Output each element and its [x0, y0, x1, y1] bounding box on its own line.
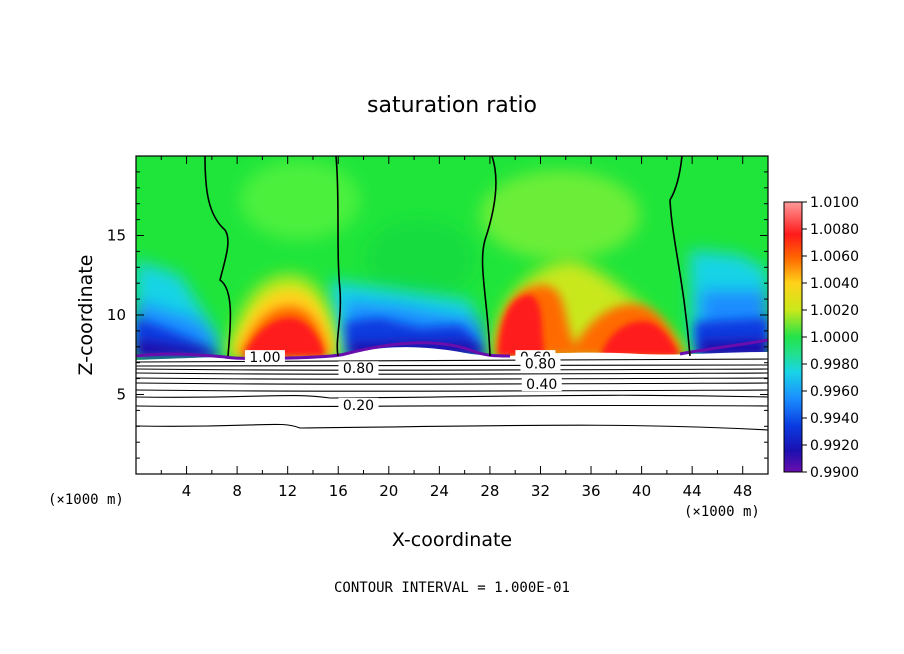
colorbar-label: 1.0060	[810, 249, 859, 265]
x-tick-label: 16	[329, 482, 348, 500]
x-tick-label: 4	[182, 482, 192, 500]
x-tick-label: 44	[683, 482, 702, 500]
colorbar-ticks: 1.0100 1.0080 1.0060 1.0040 1.0020 1.0000 0.99…	[802, 195, 859, 481]
x-tick-label: 20	[379, 482, 398, 500]
supersaturated-plume-2	[492, 260, 690, 356]
contour-label-bg	[520, 356, 561, 371]
x-tick-label: 48	[733, 482, 752, 500]
colorbar-label: 0.9920	[810, 438, 859, 454]
x-unit-label-right: (×1000 m)	[684, 504, 760, 520]
upper-field-shading	[240, 160, 640, 300]
contour-label: 0.20	[343, 398, 374, 414]
contour-label: 0.80	[343, 361, 374, 377]
contour-interval-note: CONTOUR INTERVAL = 1.000E-01	[334, 580, 570, 596]
colorbar-ramp	[783, 201, 803, 473]
contour-label: 0.40	[526, 377, 557, 393]
supersaturated-plume-1	[225, 275, 340, 356]
cloud-base-fringe	[136, 338, 768, 360]
x-unit-label-left: (×1000 m)	[48, 492, 124, 508]
colorbar-label: 1.0080	[810, 222, 859, 238]
chart-title: saturation ratio	[367, 93, 537, 118]
colorbar-label: 0.9940	[810, 411, 859, 427]
colorbar-label: 1.0040	[810, 276, 859, 292]
contour-1-00-d	[669, 156, 691, 357]
colorbar-label: 0.9960	[810, 384, 859, 400]
colorbar-label: 0.9900	[810, 465, 859, 481]
y-axis-ticks: 5 10 15	[107, 171, 768, 459]
x-tick-label: 36	[581, 482, 600, 500]
contour-label-bg	[244, 350, 285, 365]
contour-1-00-b	[335, 156, 342, 357]
colorbar: 1.0100 1.0080 1.0060 1.0040 1.0020 1.0000 0.99…	[783, 195, 859, 481]
contour-label-bg	[338, 361, 379, 376]
x-axis-label: X-coordinate	[392, 529, 512, 551]
colorbar-label: 1.0000	[810, 330, 859, 346]
x-tick-label: 28	[480, 482, 499, 500]
x-axis-ticks: 4 8 12 16 20 24 28 32 36 40 44 48	[160, 156, 752, 500]
y-tick-label: 10	[107, 306, 126, 324]
y-tick-label: 15	[107, 227, 126, 245]
colorbar-label: 0.9980	[810, 357, 859, 373]
contour-label-bg	[521, 377, 562, 392]
sub-cloud-contours	[136, 358, 768, 431]
contour-label-bg	[338, 397, 379, 412]
saturation-field	[136, 156, 768, 474]
x-tick-label: 24	[430, 482, 449, 500]
y-axis-label: Z-coordinate	[75, 255, 97, 376]
x-tick-label: 32	[531, 482, 550, 500]
contour-labels: 1.000.800.600.800.400.20	[244, 350, 562, 414]
x-tick-label: 8	[232, 482, 242, 500]
x-tick-label: 12	[278, 482, 297, 500]
saturation-1-contours	[204, 156, 691, 357]
x-tick-label: 40	[632, 482, 651, 500]
contour-label: 0.80	[525, 356, 556, 372]
y-tick-label: 5	[116, 386, 126, 404]
contour-1-00-a	[204, 156, 232, 357]
contour-label: 1.00	[249, 350, 280, 366]
colorbar-label: 1.0100	[810, 195, 859, 211]
contour-1-00-c	[481, 156, 497, 357]
colorbar-label: 1.0020	[810, 303, 859, 319]
